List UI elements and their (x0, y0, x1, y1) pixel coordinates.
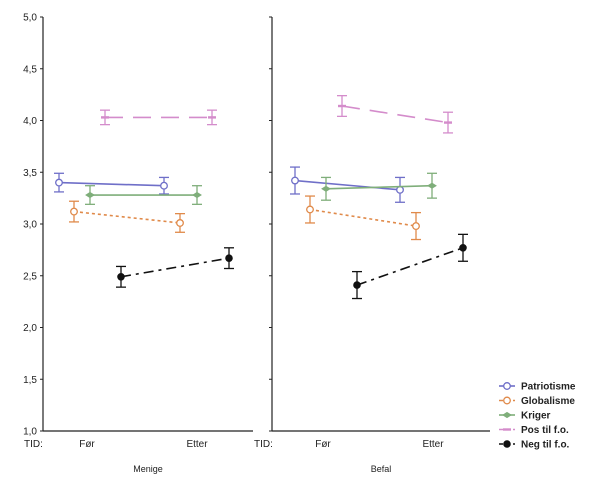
data-point (208, 116, 216, 119)
data-point (225, 254, 233, 262)
legend-item: Patriotisme (499, 382, 576, 393)
panel-label: Menige (133, 464, 163, 474)
series-line (294, 179, 401, 191)
y-tick-label: 3,5 (23, 168, 37, 179)
data-point (321, 185, 331, 192)
legend-label: Patriotisme (521, 382, 576, 393)
data-point (291, 176, 299, 185)
data-point (412, 222, 420, 231)
legend-label: Neg til f.o. (521, 440, 570, 451)
data-point (176, 219, 184, 227)
data-point (101, 116, 109, 119)
x-axis-prefix: TID: (254, 439, 273, 450)
legend-item: Globalisme (499, 396, 575, 407)
series-patriotisme (290, 166, 405, 203)
legend-label: Pos til f.o. (521, 425, 569, 436)
y-tick-label: 2,5 (23, 271, 37, 282)
legend-marker (503, 382, 511, 390)
x-tick-label: Etter (422, 439, 444, 450)
data-point (306, 205, 314, 214)
legend-label: Kriger (521, 411, 551, 422)
x-tick-label: Før (315, 439, 331, 450)
series-line (309, 208, 417, 227)
series-line (73, 210, 181, 224)
series-line (341, 105, 449, 124)
series-globalisme (69, 200, 185, 233)
data-point (338, 104, 346, 108)
legend-marker (503, 396, 511, 405)
series-kriger (85, 185, 202, 205)
y-tick-label: 4,0 (23, 116, 37, 127)
series-line (325, 184, 433, 190)
data-point (192, 191, 202, 199)
legend-marker (503, 428, 511, 431)
legend: Patriotisme Globalisme Kriger Pos til f.o. N… (499, 382, 576, 451)
legend-marker (502, 411, 512, 419)
series-neg-til-f-o (116, 247, 234, 288)
legend-item: Kriger (499, 411, 551, 422)
series-pos-til-f-o (337, 95, 453, 134)
y-tick-label: 2,0 (23, 323, 37, 334)
series-line (120, 257, 230, 278)
data-point (353, 281, 361, 289)
data-point (85, 191, 95, 199)
series-kriger (321, 172, 437, 201)
series-globalisme (305, 195, 421, 241)
series-pos-til-f-o (100, 109, 217, 126)
x-axis-prefix: TID: (24, 439, 43, 450)
y-tick-label: 5,0 (23, 13, 37, 24)
data-point (396, 185, 404, 194)
panel-menige: 1,0 1,5 2,0 2,5 3,0 3,5 4,0 4,5 5,0 TID: Før Etter M… (23, 13, 253, 474)
panel-label: Befal (371, 464, 392, 474)
data-point (55, 178, 63, 187)
legend-marker (503, 440, 511, 448)
series-line (58, 181, 165, 187)
data-point (117, 272, 125, 281)
y-tick-label: 3,0 (23, 220, 37, 231)
legend-item: Neg til f.o. (499, 440, 570, 451)
data-point (70, 207, 78, 216)
panel-befal: TID: Før Etter Befal (254, 16, 490, 474)
series-neg-til-f-o (352, 233, 468, 300)
series-patriotisme (54, 172, 169, 195)
x-tick-label: Etter (186, 439, 208, 450)
y-tick-label: 4,5 (23, 64, 37, 75)
data-point (427, 182, 437, 189)
data-point (160, 181, 168, 190)
data-point (459, 244, 467, 252)
data-point (444, 121, 452, 124)
x-tick-label: Før (79, 439, 95, 450)
legend-label: Globalisme (521, 396, 575, 407)
y-tick-label: 1,0 (23, 427, 37, 438)
y-tick-label: 1,5 (23, 375, 37, 386)
legend-item: Pos til f.o. (499, 425, 569, 436)
series-line (356, 247, 464, 286)
